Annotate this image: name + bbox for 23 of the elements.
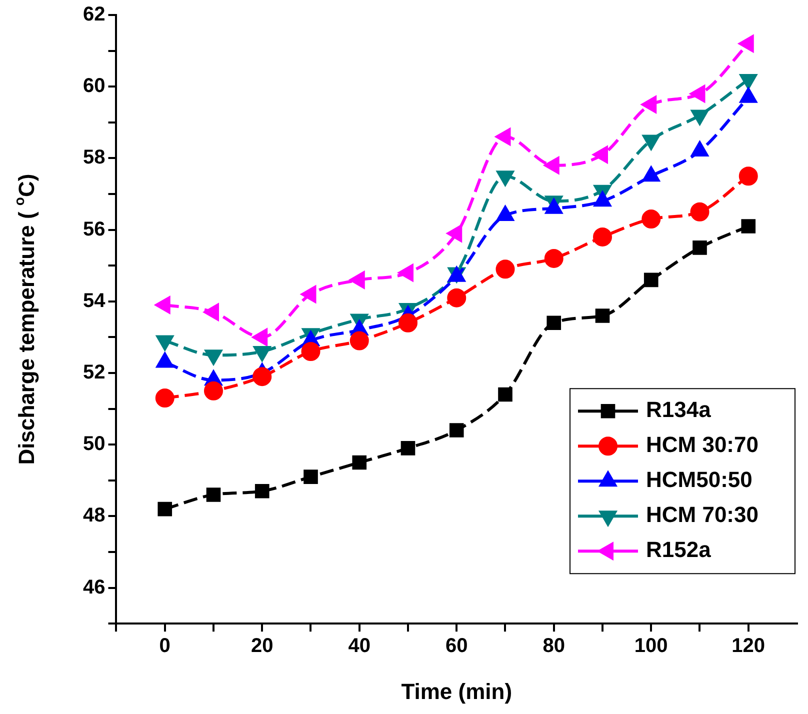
- x-tick-label: 60: [446, 635, 468, 658]
- y-tick-label: 52: [82, 362, 106, 384]
- y-tick-label: 50: [82, 433, 106, 456]
- x-tick-label: 20: [250, 635, 274, 658]
- y-tick-label: 48: [82, 504, 106, 527]
- x-tick-label: 0: [159, 635, 170, 658]
- y-tick-label: 54: [82, 290, 106, 312]
- legend-label: R134a: [646, 397, 712, 422]
- x-tick-label: 120: [732, 635, 766, 658]
- x-tick-label: 80: [542, 635, 565, 658]
- legend-label: R152a: [646, 537, 712, 562]
- y-tick-label: 56: [82, 218, 106, 240]
- legend-label: HCM50:50: [646, 467, 752, 492]
- y-tick-label: 62: [82, 4, 106, 26]
- x-tick-label: 100: [634, 635, 668, 658]
- legend-label: HCM 30:70: [646, 432, 758, 458]
- x-axis-title: Time (min): [401, 678, 512, 704]
- y-axis-title: Discharge temperature ( oC): [10, 174, 40, 465]
- y-tick-label: 46: [82, 576, 106, 598]
- legend-label: HCM 70:30: [646, 502, 758, 528]
- y-tick-label: 58: [82, 146, 106, 169]
- y-tick-label: 60: [82, 75, 106, 98]
- x-tick-label: 40: [348, 635, 370, 658]
